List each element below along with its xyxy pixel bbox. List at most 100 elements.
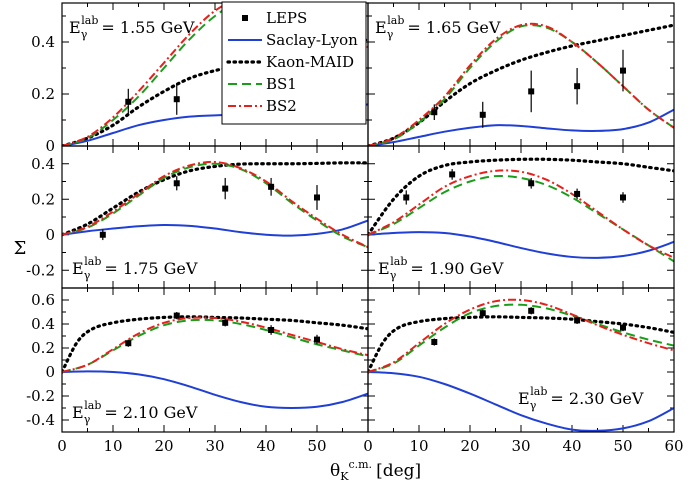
x-tick-label: 40 bbox=[256, 437, 275, 455]
curve-sl bbox=[368, 371, 674, 432]
x-tick-label: 20 bbox=[154, 437, 173, 455]
energy-label-sup: lab bbox=[530, 385, 547, 398]
leps-point bbox=[125, 98, 132, 105]
energy-label-sub: γ bbox=[390, 269, 397, 282]
curves bbox=[62, 160, 368, 249]
leps-point bbox=[574, 317, 581, 324]
curve-bs2 bbox=[368, 169, 674, 259]
curve-bs1 bbox=[368, 303, 674, 373]
energy-label-value: = 1.90 GeV bbox=[410, 259, 503, 278]
leps-point bbox=[431, 339, 438, 345]
leps-point bbox=[268, 327, 275, 333]
legend-item-bs1: BS1 bbox=[228, 75, 297, 93]
curve-bs1 bbox=[368, 24, 674, 146]
energy-label-sup: lab bbox=[390, 255, 407, 268]
curves bbox=[368, 157, 674, 263]
curve-bs1 bbox=[368, 174, 674, 263]
leps-point bbox=[222, 185, 229, 192]
y-tick-label: 0.4 bbox=[31, 315, 55, 333]
curve-km bbox=[62, 161, 368, 237]
y-tick-label: 0.2 bbox=[31, 85, 55, 103]
energy-label-value: = 2.10 GeV bbox=[104, 403, 197, 422]
leps-point bbox=[479, 310, 486, 317]
energy-label-value: = 1.75 GeV bbox=[104, 259, 197, 278]
curve-sl bbox=[62, 370, 368, 410]
energy-label-sup: lab bbox=[81, 14, 98, 27]
y-tick-label: 0.4 bbox=[31, 155, 55, 173]
y-tick-label: 0 bbox=[45, 226, 55, 244]
leps-point bbox=[620, 324, 626, 331]
x-tick-label: 50 bbox=[307, 437, 326, 455]
y-tick-label: 0 bbox=[45, 363, 55, 381]
energy-label-sub: γ bbox=[530, 399, 537, 412]
x-tick-label: 30 bbox=[511, 437, 530, 455]
legend-label-leps: LEPS bbox=[266, 9, 307, 27]
panel-p190: Eγlab = 1.90 GeV bbox=[367, 145, 675, 289]
leps-point bbox=[99, 231, 106, 238]
legend-item-leps: LEPS bbox=[242, 9, 307, 27]
legend: LEPS Saclay-Lyon Kaon-MAID BS1 BS2 bbox=[221, 1, 367, 125]
curves bbox=[368, 22, 674, 146]
y-tick-label: 0.4 bbox=[31, 33, 55, 51]
x-tick-label: 20 bbox=[460, 437, 479, 455]
leps-point bbox=[574, 190, 581, 197]
leps-point bbox=[620, 67, 626, 74]
energy-label-sub: γ bbox=[387, 28, 394, 41]
leps-point bbox=[528, 180, 535, 187]
y-tick-label: 0.2 bbox=[31, 190, 55, 208]
leps-point bbox=[125, 340, 132, 347]
curve-km bbox=[368, 157, 674, 237]
x-tick-label: 0 bbox=[57, 437, 67, 455]
x-axis-label-sub: K bbox=[340, 470, 349, 483]
panel-p165: Eγlab = 1.65 GeV bbox=[367, 2, 675, 147]
y-axis-label: Σ bbox=[14, 238, 27, 259]
leps-point bbox=[314, 336, 320, 343]
energy-label: Eγlab = 1.90 GeV bbox=[378, 255, 504, 282]
energy-label: Eγlab = 2.30 GeV bbox=[518, 385, 644, 412]
energy-label-sub: γ bbox=[84, 269, 91, 282]
leps-point bbox=[173, 180, 180, 187]
energy-label-value: = 1.55 GeV bbox=[101, 18, 194, 37]
leps-point bbox=[403, 194, 410, 201]
energy-label: Eγlab = 1.55 GeV bbox=[69, 14, 195, 41]
x-tick-label: 0 bbox=[363, 437, 373, 455]
energy-label-sup: lab bbox=[84, 399, 101, 412]
panel-p210: -0.4 -0.2 0 0.2 0.4 0.6 0 10 20 30 40 50 Eγlab = 2.10… bbox=[26, 287, 369, 455]
leps-point bbox=[528, 307, 535, 314]
energy-label-value: = 2.30 GeV bbox=[550, 389, 643, 408]
leps-point bbox=[222, 319, 229, 326]
panel-p175: -0.2 0 0.2 0.4 Eγlab = 1.75 GeV bbox=[26, 145, 369, 289]
leps-point bbox=[314, 194, 320, 201]
y-tick-label: -0.2 bbox=[26, 261, 55, 279]
legend-label-bs2: BS2 bbox=[266, 97, 297, 115]
x-axis-label-sup: c.m. bbox=[348, 458, 372, 471]
energy-label-E: E bbox=[72, 259, 84, 278]
x-axis-label-unit: [deg] bbox=[376, 461, 421, 481]
y-tick-label: 0.2 bbox=[31, 339, 55, 357]
leps-point bbox=[449, 171, 456, 178]
x-tick-label: 10 bbox=[103, 437, 122, 455]
energy-label: Eγlab = 2.10 GeV bbox=[72, 399, 198, 426]
legend-marker-leps bbox=[242, 15, 248, 21]
energy-label: Eγlab = 1.65 GeV bbox=[375, 14, 501, 41]
leps-point bbox=[479, 111, 486, 118]
curve-bs2 bbox=[62, 316, 368, 373]
x-tick-label: 60 bbox=[664, 437, 683, 455]
curve-bs1 bbox=[62, 162, 368, 249]
legend-item-km: Kaon-MAID bbox=[226, 53, 354, 71]
x-tick-label: 50 bbox=[613, 437, 632, 455]
curve-km bbox=[62, 315, 368, 374]
legend-item-bs2: BS2 bbox=[228, 97, 297, 115]
legend-item-sl: Saclay-Lyon bbox=[228, 31, 358, 49]
legend-label-sl: Saclay-Lyon bbox=[266, 31, 358, 49]
energy-label-E: E bbox=[518, 389, 530, 408]
energy-label-sup: lab bbox=[84, 255, 101, 268]
panel-p230: 0 10 20 30 40 50 60 Eγlab = 2.30 GeV bbox=[363, 287, 684, 455]
energy-label-sup: lab bbox=[387, 14, 404, 27]
y-tick-label: -0.4 bbox=[26, 411, 55, 429]
energy-label-E: E bbox=[69, 18, 81, 37]
leps-point bbox=[431, 109, 438, 116]
energy-label-value: = 1.65 GeV bbox=[407, 18, 500, 37]
x-tick-label: 40 bbox=[562, 437, 581, 455]
